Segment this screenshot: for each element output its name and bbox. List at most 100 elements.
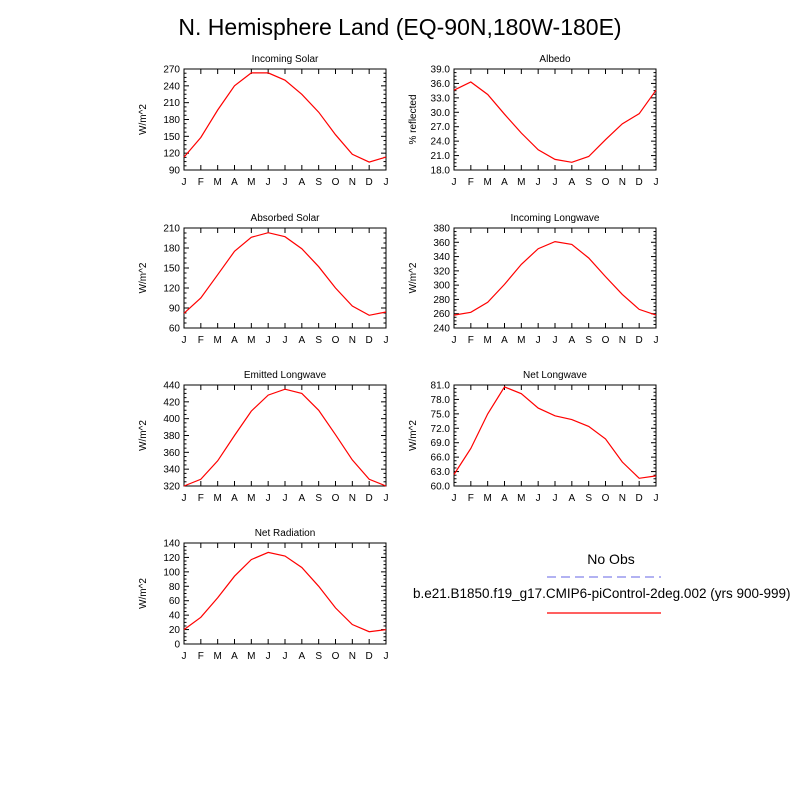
y-tick-label: 27.0 <box>431 122 451 133</box>
y-tick-label: 33.0 <box>431 93 451 104</box>
x-tick-label: J <box>182 493 187 504</box>
chart-title: Net Radiation <box>255 528 316 539</box>
x-tick-label: J <box>654 177 659 188</box>
y-tick-label: 20 <box>169 625 181 636</box>
y-tick-label: 150 <box>163 264 180 275</box>
y-tick-label: 210 <box>163 224 180 235</box>
y-tick-label: 69.0 <box>431 438 451 449</box>
x-tick-label: N <box>619 177 626 188</box>
y-tick-label: 270 <box>163 65 180 76</box>
x-tick-label: J <box>536 335 541 346</box>
y-tick-label: 240 <box>163 81 180 92</box>
x-tick-label: M <box>247 493 255 504</box>
x-tick-label: D <box>366 335 373 346</box>
x-tick-label: J <box>182 177 187 188</box>
y-tick-label: 210 <box>163 98 180 109</box>
x-tick-label: D <box>636 335 643 346</box>
y-axis-label: W/m^2 <box>138 578 149 609</box>
x-tick-label: S <box>315 177 322 188</box>
y-tick-label: 78.0 <box>431 395 451 406</box>
x-tick-label: J <box>452 335 457 346</box>
y-tick-label: 63.0 <box>431 467 451 478</box>
y-tick-label: 360 <box>433 238 450 249</box>
y-tick-label: 120 <box>163 284 180 295</box>
x-tick-label: M <box>213 177 221 188</box>
x-tick-label: A <box>501 177 508 188</box>
x-tick-label: J <box>384 177 389 188</box>
x-tick-label: M <box>213 493 221 504</box>
x-tick-label: A <box>568 493 575 504</box>
x-tick-label: J <box>654 335 659 346</box>
y-tick-label: 320 <box>433 266 450 277</box>
x-tick-label: J <box>553 335 558 346</box>
plot-frame <box>183 542 387 645</box>
y-tick-label: 40 <box>169 611 181 622</box>
y-tick-label: 280 <box>433 295 450 306</box>
x-tick-label: F <box>198 177 204 188</box>
series-line <box>453 240 657 316</box>
x-tick-label: J <box>553 493 558 504</box>
legend-run-label: b.e21.B1850.f19_g17.CMIP6-piControl-2deg… <box>413 586 791 601</box>
x-tick-label: N <box>619 493 626 504</box>
y-tick-label: 340 <box>163 465 180 476</box>
x-tick-label: S <box>315 335 322 346</box>
y-tick-label: 60 <box>169 596 181 607</box>
chart-panel-6: J F M A M J J A S O N D J60.063.066.069.072.075.078.… <box>408 370 659 504</box>
y-axis-label: % reflected <box>408 94 419 144</box>
x-tick-label: M <box>517 335 525 346</box>
x-tick-label: M <box>483 335 491 346</box>
y-tick-label: 75.0 <box>431 409 451 420</box>
x-tick-label: J <box>384 335 389 346</box>
y-tick-label: 420 <box>163 397 180 408</box>
chart-panel-2: J F M A M J J A S O N D J18.021.024.027.030.033.036.… <box>408 54 659 188</box>
legend-obs-label: No Obs <box>587 551 635 567</box>
y-tick-label: 260 <box>433 309 450 320</box>
x-tick-label: J <box>283 493 288 504</box>
x-tick-label: A <box>298 651 305 662</box>
y-tick-label: 72.0 <box>431 424 451 435</box>
y-tick-label: 81.0 <box>431 381 451 392</box>
x-tick-label: M <box>213 335 221 346</box>
x-tick-label: O <box>602 177 610 188</box>
y-tick-label: 66.0 <box>431 453 451 464</box>
y-tick-label: 400 <box>163 414 180 425</box>
y-tick-label: 440 <box>163 381 180 392</box>
x-tick-label: J <box>452 493 457 504</box>
x-tick-label: J <box>182 335 187 346</box>
x-tick-label: S <box>585 335 592 346</box>
y-tick-label: 80 <box>169 582 181 593</box>
series-line <box>183 232 387 316</box>
y-tick-label: 100 <box>163 567 180 578</box>
series-line <box>183 551 387 633</box>
x-tick-label: M <box>247 177 255 188</box>
x-tick-label: M <box>517 493 525 504</box>
x-tick-label: A <box>568 177 575 188</box>
plot-frame <box>183 227 387 329</box>
x-tick-label: O <box>332 651 340 662</box>
x-tick-label: J <box>384 493 389 504</box>
x-tick-label: J <box>266 651 271 662</box>
x-tick-label: O <box>332 177 340 188</box>
chart-panel-5: J F M A M J J A S O N D J320340360380400420440Emitte… <box>138 370 389 504</box>
x-tick-label: A <box>231 335 238 346</box>
y-tick-label: 30.0 <box>431 108 451 119</box>
y-tick-label: 300 <box>433 281 450 292</box>
y-axis-label: W/m^2 <box>408 262 419 293</box>
x-tick-label: N <box>619 335 626 346</box>
x-tick-label: M <box>483 493 491 504</box>
y-axis-label: W/m^2 <box>138 420 149 451</box>
chart-title: Incoming Longwave <box>511 213 600 224</box>
y-tick-label: 60 <box>169 324 181 335</box>
x-tick-label: J <box>536 493 541 504</box>
y-tick-label: 320 <box>163 482 180 493</box>
y-tick-label: 0 <box>174 640 180 651</box>
chart-panel-1: J F M A M J J A S O N D J90120150180210240270Incomin… <box>138 54 389 188</box>
y-tick-label: 39.0 <box>431 65 451 76</box>
page-title: N. Hemisphere Land (EQ-90N,180W-180E) <box>178 14 622 40</box>
y-tick-label: 180 <box>163 244 180 255</box>
x-tick-label: N <box>349 651 356 662</box>
x-tick-label: D <box>636 177 643 188</box>
x-tick-label: A <box>501 335 508 346</box>
y-tick-label: 120 <box>163 149 180 160</box>
